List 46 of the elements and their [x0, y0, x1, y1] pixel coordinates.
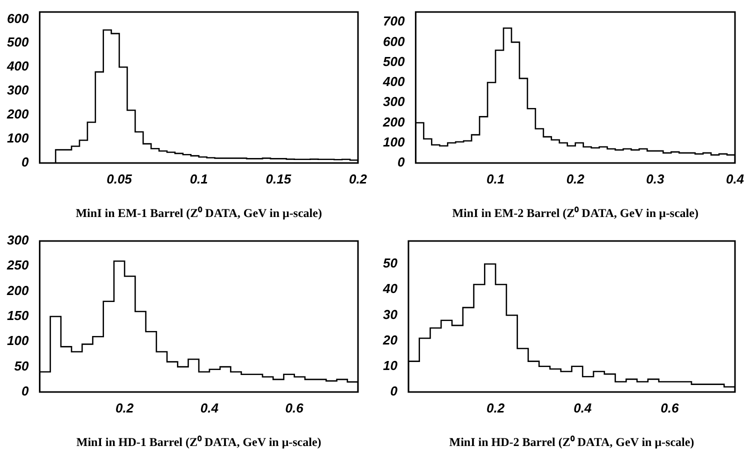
x-tick-label: 0.2: [116, 400, 134, 416]
y-tick-label: 100: [382, 134, 406, 150]
y-tick-label: 20: [382, 332, 398, 348]
x-axis-title: MinI in HD-2 Barrel (Z⁰ DATA, GeV in μ-scale): [449, 434, 694, 449]
x-tick-label: 0.1: [190, 171, 208, 186]
y-tick-label: 400: [6, 58, 30, 74]
y-tick-label: 30: [382, 306, 398, 322]
x-tick-label: 0.2: [348, 171, 368, 186]
x-tick-label: 0.4: [726, 171, 745, 186]
y-tick-label: 300: [382, 94, 406, 110]
x-tick-label: 0.15: [266, 171, 292, 186]
x-tick-label: 0.3: [646, 171, 665, 186]
y-tick-label: 200: [382, 114, 406, 130]
y-tick-label: 500: [6, 34, 30, 50]
x-axis-title: MinI in EM-1 Barrel (Z⁰ DATA, GeV in μ-scale): [76, 206, 322, 220]
x-tick-label: 0.6: [285, 400, 304, 416]
y-tick-label: 300: [6, 232, 30, 248]
y-tick-label: 600: [6, 10, 30, 26]
y-tick-label: 0: [390, 384, 398, 399]
x-tick-label: 0.4: [200, 400, 220, 416]
y-tick-label: 400: [382, 74, 406, 90]
x-axis-title: MinI in EM-2 Barrel (Z⁰ DATA, GeV in μ-scale): [452, 206, 698, 220]
x-axis-title: MinI in HD-1 Barrel (Z⁰ DATA, GeV in μ-scale): [76, 434, 322, 449]
y-tick-label: 0: [21, 154, 30, 170]
y-tick-label: 250: [6, 258, 30, 273]
x-tick-label: 0.4: [574, 400, 592, 416]
y-tick-label: 200: [6, 282, 30, 298]
y-tick-label: 700: [382, 14, 406, 29]
x-tick-label: 0.1: [486, 171, 505, 186]
x-tick-label: 0.2: [566, 171, 586, 186]
y-tick-label: 0: [21, 384, 30, 399]
y-tick-label: 50: [14, 358, 30, 374]
y-tick-label: 10: [382, 358, 398, 373]
y-tick-label: 500: [382, 54, 406, 69]
x-tick-label: 0.05: [106, 171, 133, 186]
y-tick-label: 50: [382, 256, 398, 271]
y-tick-label: 200: [6, 106, 30, 122]
y-tick-label: 100: [6, 333, 30, 348]
y-tick-label: 300: [6, 82, 30, 98]
y-tick-label: 100: [6, 130, 30, 146]
y-tick-label: 40: [382, 281, 398, 296]
y-tick-label: 0: [397, 154, 406, 170]
x-tick-label: 0.6: [660, 400, 680, 416]
y-tick-label: 150: [6, 308, 30, 324]
x-tick-label: 0.2: [486, 400, 506, 416]
y-tick-label: 600: [382, 34, 406, 49]
